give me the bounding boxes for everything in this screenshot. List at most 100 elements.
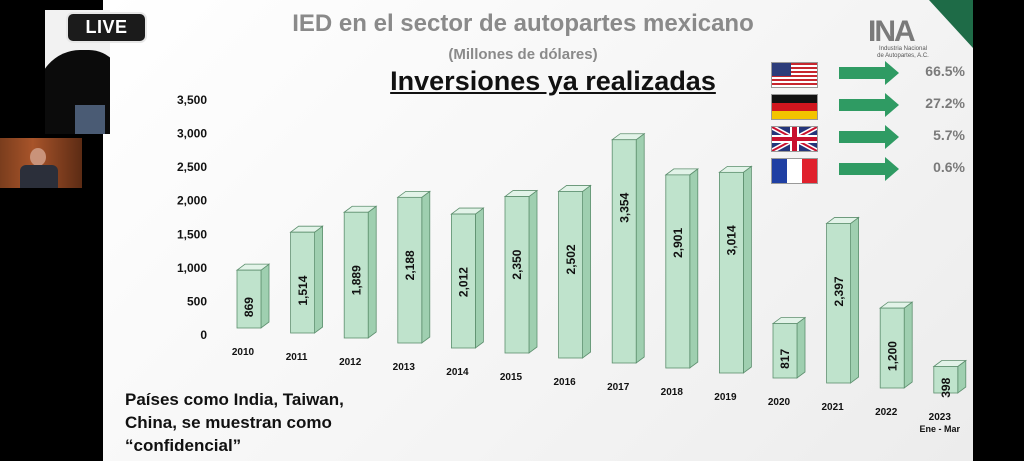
- x-tick-label: 2021: [821, 402, 844, 413]
- bar-2021: 2,397: [825, 216, 860, 384]
- bar-front: [719, 171, 744, 374]
- slide-heading: Inversiones ya realizadas: [390, 66, 716, 96]
- speaker-head: [30, 148, 46, 166]
- bar-side: [903, 301, 913, 389]
- bar-side: [850, 216, 859, 384]
- x-tick-label: 2010: [232, 347, 255, 358]
- slide: IED en el sector de autopartes mexicano …: [103, 0, 973, 461]
- country-pct: 0.6%: [933, 159, 965, 175]
- bar-side: [421, 190, 431, 344]
- x-tick-label: 2020: [768, 397, 791, 408]
- y-tick-label: 2,500: [177, 160, 207, 174]
- arrow-icon: [839, 157, 899, 181]
- arrow-icon: [839, 125, 899, 149]
- bar-side: [582, 184, 592, 359]
- x-tick-label: 2012: [339, 357, 362, 368]
- bar-2015: 2,350: [503, 189, 539, 354]
- france-flag-icon: [771, 158, 818, 184]
- right-panel: [973, 0, 1024, 461]
- x-tick-label: 2014: [446, 367, 469, 378]
- country-pct: 27.2%: [925, 95, 965, 111]
- bar-2013: 2,188: [396, 190, 431, 344]
- bar-value-label: 2,188: [403, 250, 417, 280]
- bar-side: [743, 165, 752, 374]
- x-tick-label: 2017: [607, 382, 630, 393]
- y-tick-label: 1,500: [177, 227, 207, 241]
- country-row-usa: 66.5%: [771, 61, 971, 94]
- bar-2022: 1,200: [879, 301, 914, 389]
- country-pct: 66.5%: [925, 63, 965, 79]
- logo-line-2: de Autopartes, A.C.: [877, 53, 929, 59]
- y-tick-label: 500: [187, 294, 207, 308]
- country-pct: 5.7%: [933, 127, 965, 143]
- bar-2016: 2,502: [557, 184, 592, 359]
- uk-flag-icon: [771, 126, 818, 152]
- arrow-icon: [839, 61, 899, 85]
- country-row-uk: 5.7%: [771, 125, 971, 158]
- bar-value-label: 2,502: [564, 244, 578, 274]
- bar-front: [450, 213, 476, 349]
- bar-side: [689, 168, 699, 369]
- x-tick-label: 2013: [393, 362, 416, 373]
- bar-value-label: 817: [778, 348, 792, 368]
- bar-side: [314, 225, 324, 334]
- bar-2020: 817: [771, 316, 807, 379]
- bar-front: [665, 174, 691, 369]
- fdi-bar-chart: 0 500 1,000 1,500 2,000 2,500 3,000 3,500 869 1,…: [177, 93, 967, 434]
- bar-front: [343, 211, 369, 339]
- bar-2018: 2,901: [664, 168, 699, 369]
- x-tick-label: 2022: [875, 407, 898, 418]
- x-tick-label: 2016: [553, 377, 576, 388]
- germany-flag-icon: [771, 94, 818, 120]
- bar-2014: 2,012: [450, 207, 485, 349]
- y-axis: 0 500 1,000 1,500 2,000 2,500 3,000 3,500: [177, 93, 207, 342]
- bar-front: [611, 139, 637, 364]
- slide-subtitle: (Millones de dólares): [448, 46, 598, 63]
- bar-value-label: 869: [242, 297, 256, 317]
- x-axis: 2010 2011 2012 2013 2014 2015 2016 2017 2018 2019…: [232, 347, 961, 434]
- note-line: Países como India, Taiwan,: [125, 390, 344, 409]
- logo-mark: INA: [868, 15, 916, 48]
- bar-2019: 3,014: [718, 165, 753, 374]
- bar-side: [796, 316, 806, 379]
- bar-front: [236, 269, 262, 329]
- usa-flag-icon: [771, 62, 818, 88]
- slide-title: IED en el sector de autopartes mexicano: [292, 10, 754, 37]
- bars: 869 1,514 1,889 2,188 2,012 2,350 2,502 3,354 2,…: [235, 132, 967, 398]
- bar-value-label: 1,200: [885, 341, 899, 371]
- bar-value-label: 2,901: [671, 228, 685, 258]
- live-badge: LIVE: [66, 12, 147, 43]
- bar-front: [879, 307, 905, 389]
- y-tick-label: 3,500: [177, 93, 207, 107]
- bar-side: [260, 263, 270, 329]
- bar-front: [933, 366, 959, 394]
- note-line: “confidencial”: [125, 436, 242, 455]
- presenter-shirt: [75, 105, 105, 134]
- country-row-germany: 27.2%: [771, 93, 971, 126]
- country-share-list: 66.5% 27.2%: [771, 61, 971, 190]
- y-tick-label: 3,000: [177, 127, 207, 141]
- bar-front: [826, 223, 851, 384]
- y-tick-label: 2,000: [177, 194, 207, 208]
- speaker-camera-thumbnail[interactable]: [0, 138, 82, 188]
- x-tick-label: 2019: [714, 392, 737, 403]
- ina-logo: INA Industria Nacional de Autopartes, A.…: [868, 15, 938, 68]
- x-tick-label: 2023: [929, 412, 952, 423]
- x-tick-label: 2018: [661, 387, 684, 398]
- confidential-note: Países como India, Taiwan, China, se mue…: [125, 388, 380, 457]
- y-tick-label: 1,000: [177, 261, 207, 275]
- bar-value-label: 1,889: [349, 265, 363, 295]
- bar-front: [558, 191, 584, 359]
- x-tick-sublabel: Ene - Mar: [920, 424, 961, 434]
- bar-2012: 1,889: [342, 205, 378, 339]
- x-tick-label: 2011: [286, 352, 308, 363]
- bar-value-label: 1,514: [296, 275, 310, 305]
- y-tick-label: 0: [200, 328, 207, 342]
- bar-2011: 1,514: [289, 225, 324, 334]
- bar-side: [528, 189, 538, 354]
- bar-2023: 398: [932, 359, 967, 398]
- bar-value-label: 398: [939, 377, 953, 397]
- arrow-icon: [839, 93, 899, 117]
- bar-value-label: 2,350: [510, 249, 524, 279]
- bar-front: [290, 231, 316, 334]
